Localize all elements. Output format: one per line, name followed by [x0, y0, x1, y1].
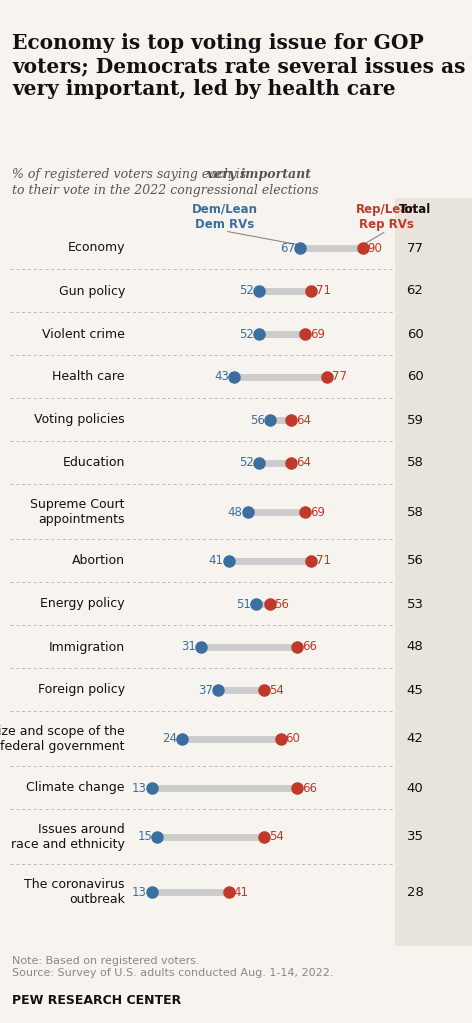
Text: 43: 43 [214, 370, 229, 384]
Text: 62: 62 [406, 284, 423, 298]
Text: 58: 58 [406, 456, 423, 470]
Text: Gun policy: Gun policy [59, 284, 125, 298]
Text: 24: 24 [162, 732, 177, 746]
Text: Rep/Lean
Rep RVs: Rep/Lean Rep RVs [355, 203, 417, 231]
Text: 60: 60 [406, 370, 423, 384]
Text: 69: 69 [310, 327, 325, 341]
Text: 13: 13 [132, 886, 147, 898]
Text: 54: 54 [269, 831, 284, 844]
Text: 90: 90 [368, 241, 382, 255]
Text: PEW RESEARCH CENTER: PEW RESEARCH CENTER [12, 994, 181, 1007]
Text: 64: 64 [296, 413, 312, 427]
Text: 71: 71 [316, 284, 330, 298]
Text: Size and scope of the
federal government: Size and scope of the federal government [0, 725, 125, 753]
Text: Economy: Economy [67, 241, 125, 255]
Text: Energy policy: Energy policy [41, 597, 125, 611]
Text: 37: 37 [198, 683, 212, 697]
Text: Violent crime: Violent crime [42, 327, 125, 341]
Text: Education: Education [63, 456, 125, 470]
Text: 51: 51 [236, 597, 251, 611]
Text: 77: 77 [406, 241, 423, 255]
Text: 54: 54 [269, 683, 284, 697]
Text: The coronavirus
outbreak: The coronavirus outbreak [25, 878, 125, 906]
Text: 56: 56 [250, 413, 265, 427]
Text: Health care: Health care [52, 370, 125, 384]
Text: 66: 66 [302, 640, 317, 654]
Text: 45: 45 [406, 683, 423, 697]
Text: 56: 56 [406, 554, 423, 568]
Text: 66: 66 [302, 782, 317, 795]
Text: Economy is top voting issue for GOP
voters; Democrats rate several issues as
ver: Economy is top voting issue for GOP vote… [12, 33, 465, 99]
Text: Abortion: Abortion [72, 554, 125, 568]
Text: 67: 67 [280, 241, 295, 255]
Text: 48: 48 [406, 640, 423, 654]
Text: 41: 41 [209, 554, 224, 568]
Text: Foreign policy: Foreign policy [38, 683, 125, 697]
Text: 42: 42 [406, 732, 423, 746]
Text: 13: 13 [132, 782, 147, 795]
Text: Dem/Lean
Dem RVs: Dem/Lean Dem RVs [192, 203, 258, 231]
Text: 69: 69 [310, 505, 325, 519]
Text: 60: 60 [286, 732, 300, 746]
Text: to their vote in the 2022 congressional elections: to their vote in the 2022 congressional … [12, 184, 319, 197]
Text: 52: 52 [239, 327, 253, 341]
Text: % of registered voters saying each is: % of registered voters saying each is [12, 168, 250, 181]
Text: Voting policies: Voting policies [34, 413, 125, 427]
Text: 15: 15 [137, 831, 152, 844]
Text: 53: 53 [406, 597, 423, 611]
Text: 48: 48 [228, 505, 243, 519]
Text: 40: 40 [406, 782, 423, 795]
Text: 56: 56 [275, 597, 289, 611]
Text: 52: 52 [239, 456, 253, 470]
Text: 58: 58 [406, 505, 423, 519]
Text: Note: Based on registered voters.
Source: Survey of U.S. adults conducted Aug. 1: Note: Based on registered voters. Source… [12, 957, 334, 978]
Text: Supreme Court
appointments: Supreme Court appointments [31, 498, 125, 526]
Text: Total: Total [399, 203, 431, 216]
Text: 41: 41 [234, 886, 249, 898]
FancyBboxPatch shape [395, 198, 472, 946]
Text: 64: 64 [296, 456, 312, 470]
Text: 60: 60 [406, 327, 423, 341]
Text: 52: 52 [239, 284, 253, 298]
Text: very important: very important [207, 168, 311, 181]
Text: 77: 77 [332, 370, 347, 384]
Text: 71: 71 [316, 554, 330, 568]
Text: 31: 31 [181, 640, 196, 654]
Text: 28: 28 [406, 886, 423, 898]
Text: Climate change: Climate change [26, 782, 125, 795]
Text: Immigration: Immigration [49, 640, 125, 654]
Text: 59: 59 [406, 413, 423, 427]
Text: Issues around
race and ethnicity: Issues around race and ethnicity [11, 822, 125, 851]
Text: 35: 35 [406, 831, 423, 844]
